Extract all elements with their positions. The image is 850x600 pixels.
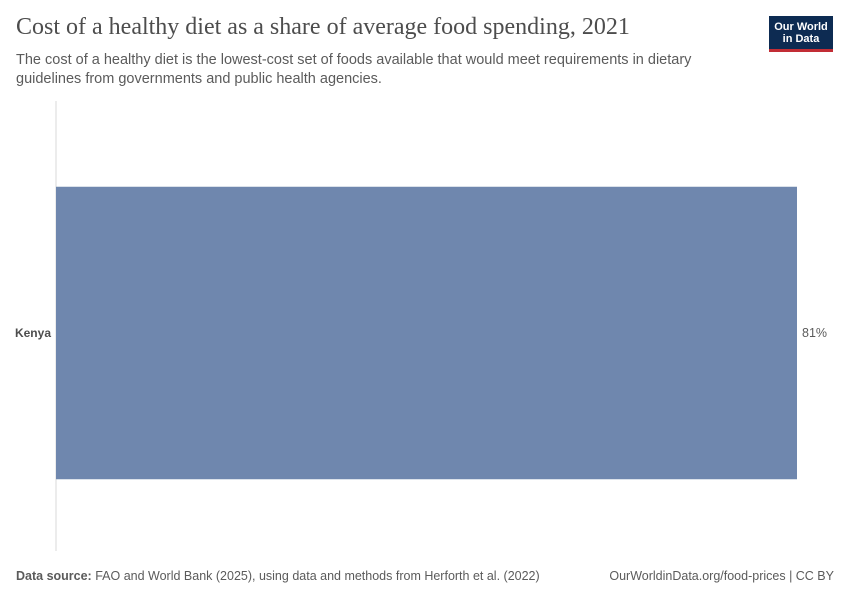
footer: Data source: FAO and World Bank (2025), … — [16, 569, 834, 583]
source-text: FAO and World Bank (2025), using data an… — [95, 569, 540, 583]
bar-kenya[interactable] — [56, 186, 797, 480]
source-link[interactable]: OurWorldinData.org/food-prices | CC BY — [609, 569, 834, 583]
owid-logo[interactable]: Our World in Data — [769, 16, 833, 52]
logo-line-1: Our World — [774, 21, 828, 33]
chart-subtitle: The cost of a healthy diet is the lowest… — [16, 52, 692, 87]
category-label: Kenya — [15, 326, 51, 340]
source-label: Data source: — [16, 569, 92, 583]
value-label: 81% — [802, 326, 827, 340]
chart-title: Cost of a healthy diet as a share of ave… — [16, 14, 630, 40]
logo-line-2: in Data — [782, 33, 820, 45]
